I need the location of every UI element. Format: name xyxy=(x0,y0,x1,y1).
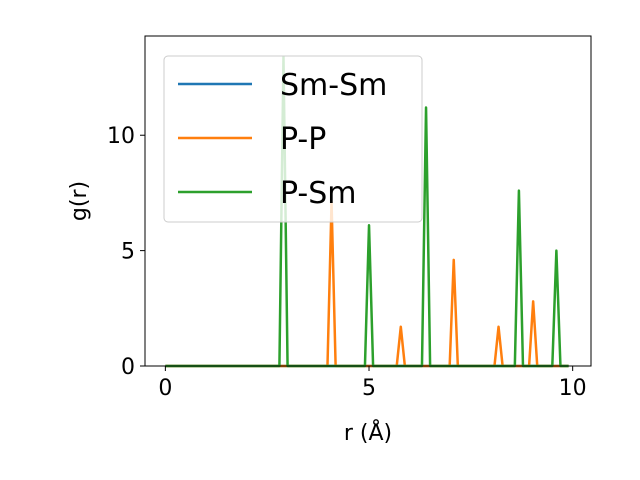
tick-layer: 0 5 10 0 5 10 xyxy=(107,124,587,401)
legend-label: P-P xyxy=(280,122,326,157)
x-axis-label: r (Å) xyxy=(344,419,392,446)
x-tick-label: 0 xyxy=(158,376,172,401)
x-tick-label: 5 xyxy=(362,376,376,401)
axes-frame xyxy=(144,35,592,367)
y-tick-label: 5 xyxy=(121,240,135,265)
legend-box xyxy=(163,55,423,223)
y-tick-label: 0 xyxy=(121,355,135,380)
y-axis-label: g(r) xyxy=(67,181,92,221)
series-line-p-p xyxy=(165,200,569,368)
x-tick-label: 10 xyxy=(559,376,587,401)
series-line-p-sm xyxy=(165,55,569,368)
legend-label: Sm-Sm xyxy=(280,68,387,103)
legend-label: P-Sm xyxy=(280,176,357,211)
y-tick-label: 10 xyxy=(107,124,135,149)
legend: Sm-Sm P-P P-Sm xyxy=(163,55,423,223)
